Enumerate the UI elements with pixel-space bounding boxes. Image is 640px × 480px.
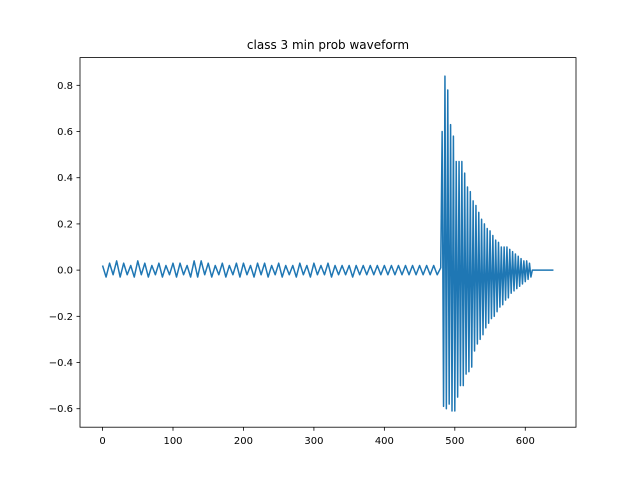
x-tick-label: 300 xyxy=(304,436,323,447)
y-tick-label: 0.0 xyxy=(57,266,73,277)
chart-title: class 3 min prob waveform xyxy=(247,38,409,52)
y-tick-label: −0.4 xyxy=(49,358,73,369)
x-tick-label: 0 xyxy=(99,436,105,447)
waveform-line xyxy=(101,75,554,412)
x-tick-label: 400 xyxy=(375,436,394,447)
x-tick-label: 100 xyxy=(163,436,182,447)
y-tick-label: 0.2 xyxy=(57,219,73,230)
y-tick-label: −0.6 xyxy=(49,404,73,415)
y-tick-label: 0.4 xyxy=(57,173,73,184)
x-tick-label: 200 xyxy=(234,436,253,447)
x-tick-label: 600 xyxy=(516,436,535,447)
axes-frame xyxy=(79,57,577,428)
y-tick-label: 0.8 xyxy=(57,81,73,92)
y-tick-label: 0.6 xyxy=(57,127,73,138)
x-tick-label: 500 xyxy=(445,436,464,447)
y-tick-label: −0.2 xyxy=(49,312,73,323)
